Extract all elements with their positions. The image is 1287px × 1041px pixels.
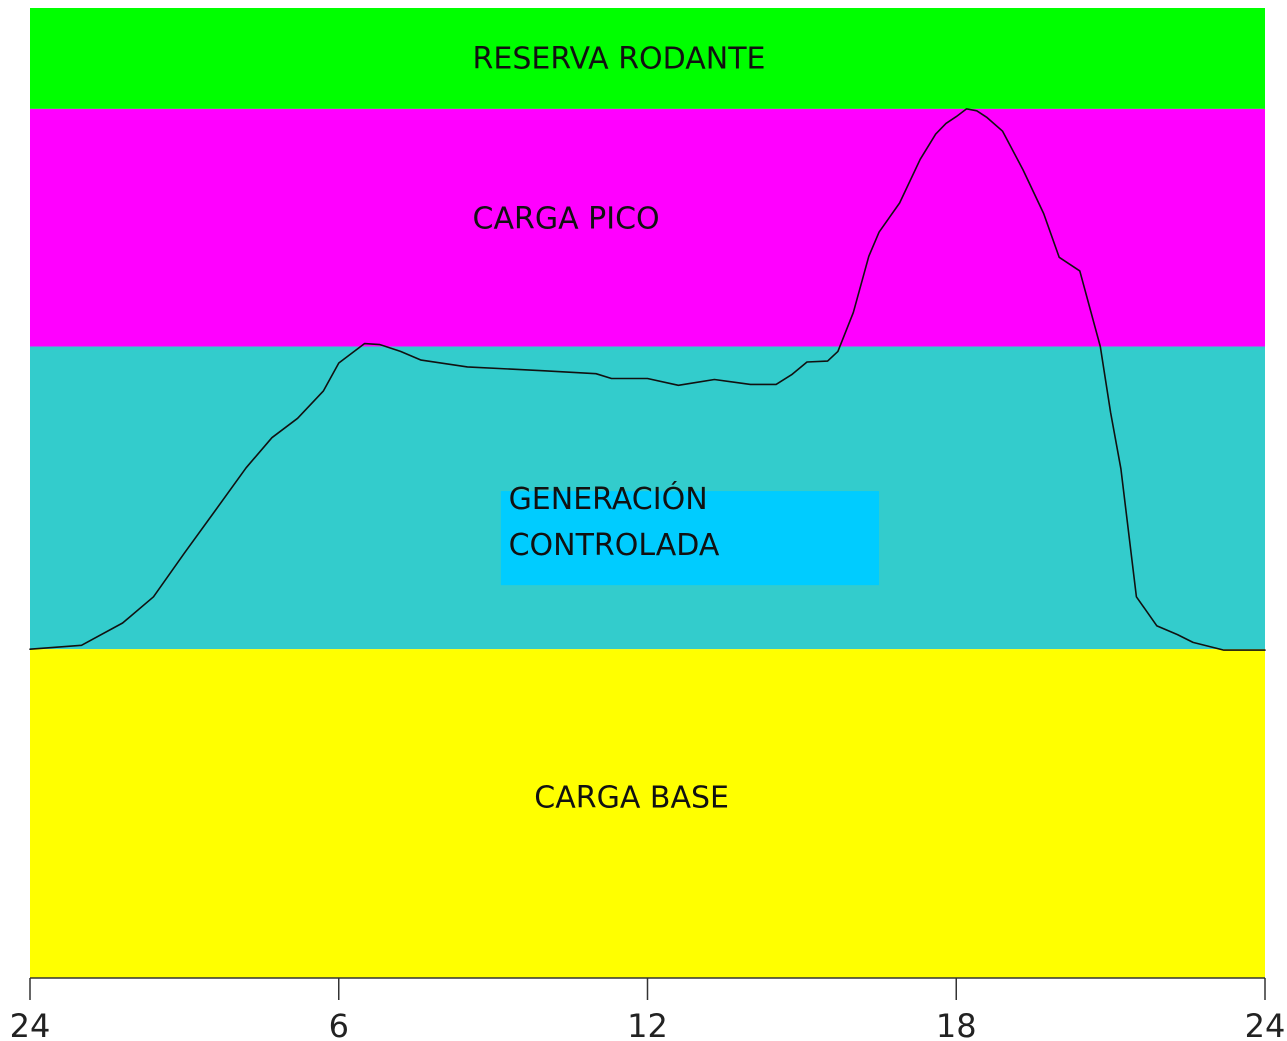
x-tick-label-3: 18 bbox=[936, 1007, 977, 1041]
band-reserva-rodante bbox=[30, 8, 1265, 109]
bands-layer bbox=[30, 8, 1265, 978]
x-tick-label-0: 24 bbox=[10, 1007, 51, 1041]
x-tick-label-4: 24 bbox=[1245, 1007, 1286, 1041]
x-tick-label-1: 6 bbox=[329, 1007, 349, 1041]
band-label-generacion-controlada-line-2: CONTROLADA bbox=[509, 528, 720, 563]
band-carga-pico bbox=[30, 108, 1265, 347]
labels-layer: RESERVA RODANTE CARGA PICO GENERACIÓN CONTR… bbox=[473, 41, 880, 816]
band-label-carga-base: CARGA BASE bbox=[534, 781, 729, 816]
band-label-reserva-rodante: RESERVA RODANTE bbox=[473, 41, 766, 76]
band-label-generacion-controlada-line-1: GENERACIÓN bbox=[509, 480, 708, 517]
x-tick-label-2: 12 bbox=[627, 1007, 668, 1041]
load-curve-line bbox=[29, 108, 1266, 651]
band-label-carga-pico: CARGA PICO bbox=[473, 201, 660, 236]
x-axis: 24 6 12 18 24 bbox=[10, 977, 1286, 1041]
curve-layer bbox=[29, 108, 1266, 651]
band-carga-base bbox=[30, 649, 1265, 978]
label-box-generacion-controlada bbox=[500, 491, 880, 586]
